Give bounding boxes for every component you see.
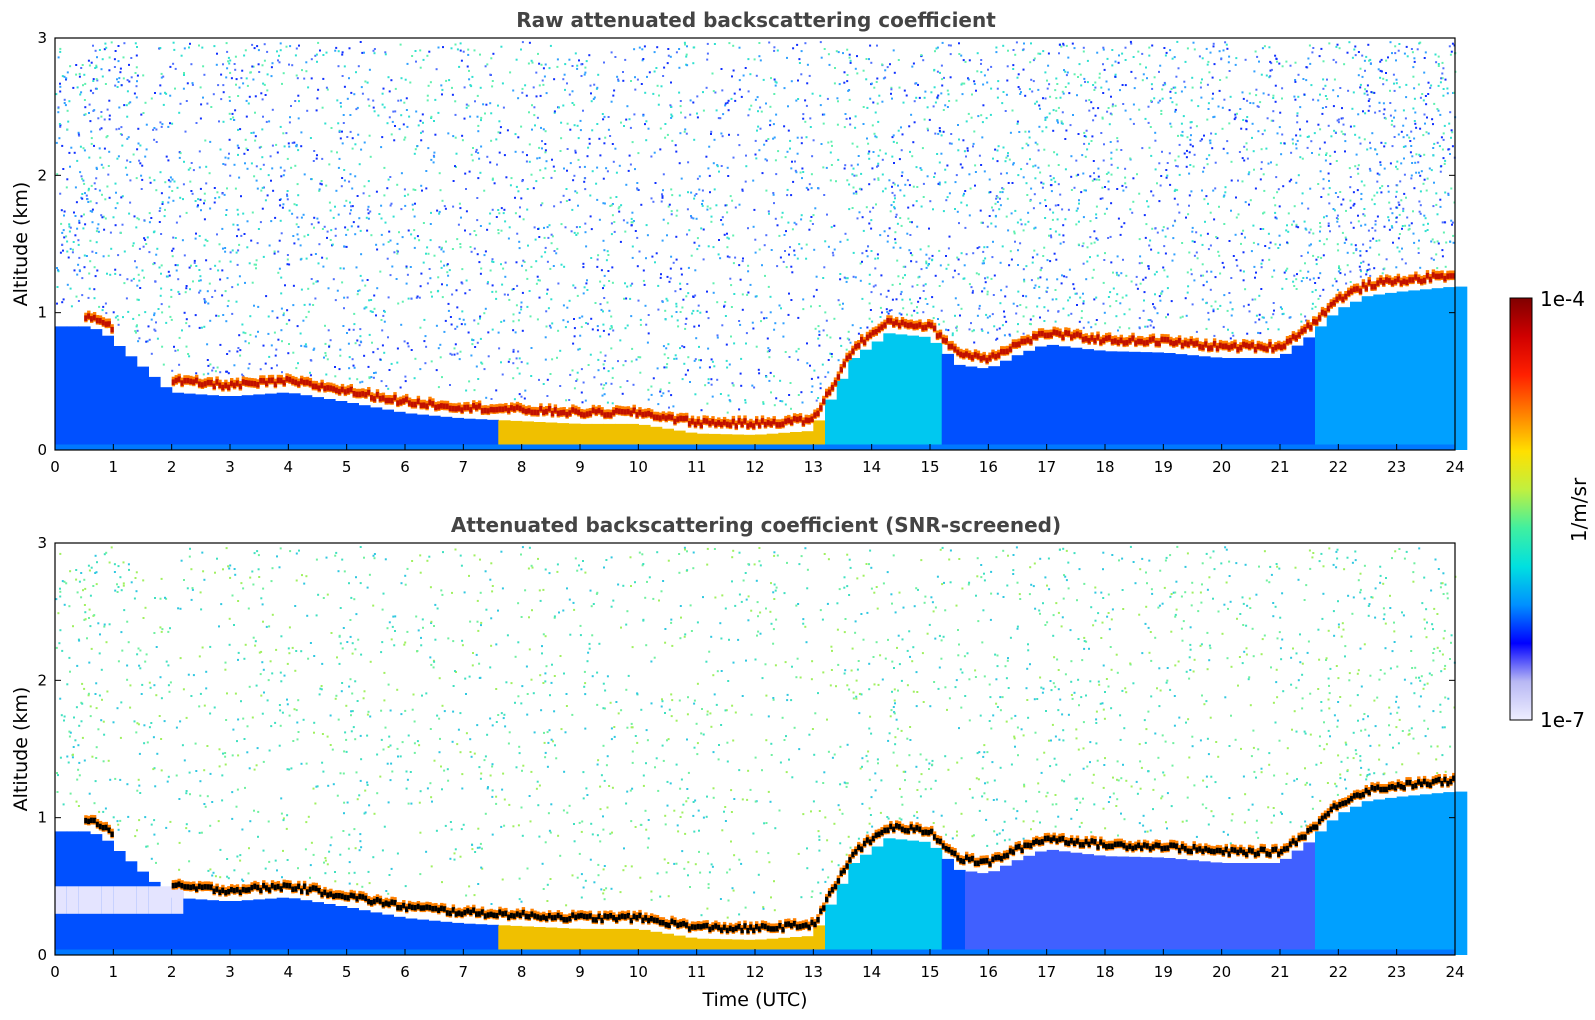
x-tick-label: 3 bbox=[225, 963, 235, 981]
x-tick-label: 0 bbox=[50, 458, 60, 476]
y-tick-label: 2 bbox=[37, 166, 47, 184]
bottom-y-ticks: 0 1 2 3 bbox=[37, 534, 1455, 964]
x-tick-label: 18 bbox=[1095, 963, 1114, 981]
x-tick-label: 23 bbox=[1387, 963, 1406, 981]
x-tick-label: 17 bbox=[1037, 458, 1056, 476]
x-tick-label: 21 bbox=[1270, 963, 1289, 981]
x-tick-label: 18 bbox=[1095, 458, 1114, 476]
x-tick-label: 0 bbox=[50, 963, 60, 981]
x-tick-label: 22 bbox=[1329, 458, 1348, 476]
x-tick-label: 24 bbox=[1445, 458, 1464, 476]
y-tick-label: 0 bbox=[37, 441, 47, 459]
x-tick-label: 12 bbox=[745, 458, 764, 476]
x-axis-label: Time (UTC) bbox=[701, 989, 807, 1011]
x-tick-label: 23 bbox=[1387, 458, 1406, 476]
x-tick-label: 20 bbox=[1212, 458, 1231, 476]
y-tick-label: 2 bbox=[37, 671, 47, 689]
x-tick-label: 2 bbox=[167, 963, 177, 981]
bottom-panel: Attenuated backscattering coefficient (S… bbox=[10, 513, 1468, 1011]
x-tick-label: 4 bbox=[284, 458, 294, 476]
y-tick-label: 3 bbox=[37, 29, 47, 47]
top-y-ticks: 0 1 2 3 bbox=[37, 29, 1455, 459]
x-tick-label: 8 bbox=[517, 458, 527, 476]
x-tick-label: 20 bbox=[1212, 963, 1231, 981]
x-tick-label: 7 bbox=[459, 458, 469, 476]
x-tick-label: 1 bbox=[109, 963, 119, 981]
colorbar-max-label: 1e-4 bbox=[1540, 287, 1585, 311]
x-tick-label: 11 bbox=[687, 963, 706, 981]
x-tick-label: 22 bbox=[1329, 963, 1348, 981]
x-tick-label: 9 bbox=[575, 458, 585, 476]
top-y-axis-label: Altitude (km) bbox=[10, 182, 32, 307]
colorbar: 1e-4 1e-7 1/m/sr bbox=[1509, 287, 1591, 732]
x-tick-label: 11 bbox=[687, 458, 706, 476]
x-tick-label: 4 bbox=[284, 963, 294, 981]
top-x-ticks: 0 1 2 3 4 5 6 7 8 9 10 11 12 13 14 15 16 17 18 19 20 21 22 23 24 bbox=[50, 444, 1465, 476]
y-tick-label: 3 bbox=[37, 534, 47, 552]
x-tick-label: 6 bbox=[400, 458, 410, 476]
x-tick-label: 6 bbox=[400, 963, 410, 981]
x-tick-label: 24 bbox=[1445, 963, 1464, 981]
x-tick-label: 3 bbox=[225, 458, 235, 476]
x-tick-label: 10 bbox=[629, 458, 648, 476]
x-tick-label: 17 bbox=[1037, 963, 1056, 981]
x-tick-label: 5 bbox=[342, 458, 352, 476]
x-tick-label: 1 bbox=[109, 458, 119, 476]
colorbar-min-label: 1e-7 bbox=[1540, 708, 1585, 732]
x-tick-label: 10 bbox=[629, 963, 648, 981]
x-tick-label: 13 bbox=[804, 458, 823, 476]
y-tick-label: 0 bbox=[37, 946, 47, 964]
x-tick-label: 16 bbox=[979, 458, 998, 476]
x-tick-label: 15 bbox=[920, 458, 939, 476]
x-tick-label: 16 bbox=[979, 963, 998, 981]
x-tick-label: 8 bbox=[517, 963, 527, 981]
x-tick-label: 19 bbox=[1154, 458, 1173, 476]
colorbar-units-label: 1/m/sr bbox=[1567, 477, 1591, 542]
bottom-panel-title: Attenuated backscattering coefficient (S… bbox=[451, 513, 1061, 537]
y-tick-label: 1 bbox=[37, 809, 47, 827]
bottom-plot-area bbox=[55, 543, 1468, 955]
x-tick-label: 19 bbox=[1154, 963, 1173, 981]
cloud-layer bbox=[84, 269, 1456, 431]
x-tick-label: 21 bbox=[1270, 458, 1289, 476]
noise-field bbox=[55, 40, 1457, 414]
x-tick-label: 14 bbox=[862, 963, 881, 981]
bottom-y-axis-label: Altitude (km) bbox=[10, 687, 32, 812]
top-panel-title: Raw attenuated backscattering coefficien… bbox=[516, 8, 996, 32]
top-panel: Raw attenuated backscattering coefficien… bbox=[10, 8, 1468, 476]
cloud-layer bbox=[84, 772, 1456, 935]
x-tick-label: 12 bbox=[745, 963, 764, 981]
x-tick-label: 7 bbox=[459, 963, 469, 981]
x-tick-label: 5 bbox=[342, 963, 352, 981]
y-tick-label: 1 bbox=[37, 304, 47, 322]
x-tick-label: 14 bbox=[862, 458, 881, 476]
bottom-x-ticks: 0 1 2 3 4 5 6 7 8 9 10 11 12 13 14 15 16 17 18 19 20 21 22 23 24 bbox=[50, 949, 1465, 981]
x-tick-label: 9 bbox=[575, 963, 585, 981]
top-plot-area bbox=[55, 38, 1468, 450]
x-tick-label: 2 bbox=[167, 458, 177, 476]
x-tick-label: 15 bbox=[920, 963, 939, 981]
noise-field bbox=[55, 545, 1457, 919]
x-tick-label: 13 bbox=[804, 963, 823, 981]
colorbar-gradient bbox=[1509, 297, 1533, 721]
